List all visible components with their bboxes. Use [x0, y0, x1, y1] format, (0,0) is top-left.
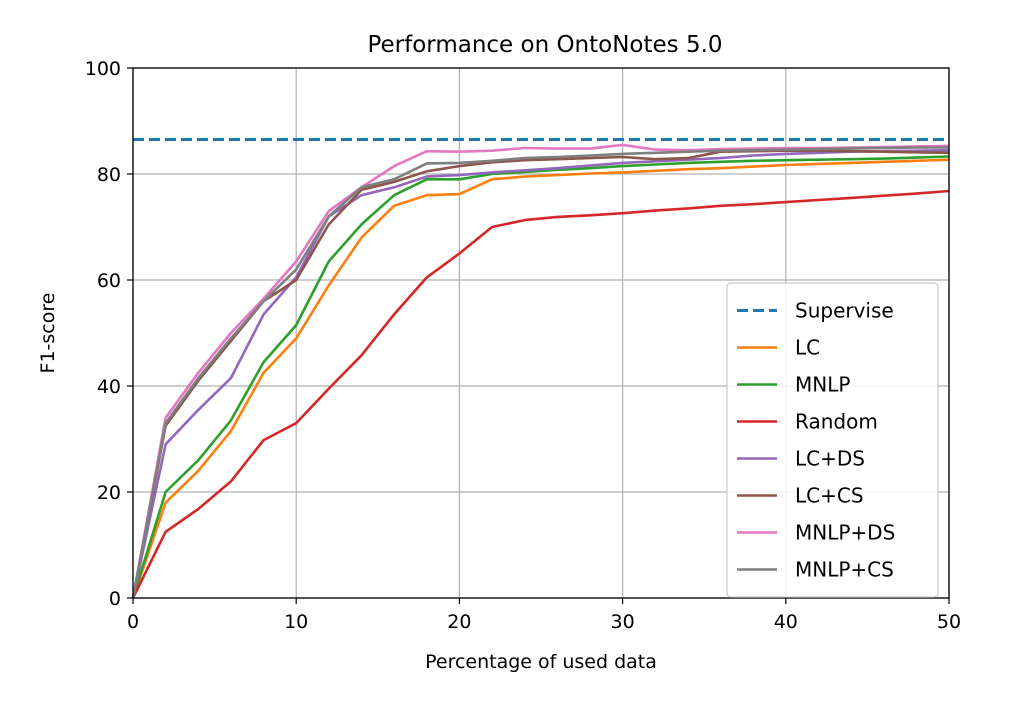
y-tick-label: 60 — [97, 270, 121, 292]
x-tick-label: 10 — [284, 611, 308, 633]
chart-title: Performance on OntoNotes 5.0 — [367, 32, 722, 58]
legend-box — [726, 282, 939, 598]
series-line-random — [131, 189, 950, 599]
legend-label: MNLP — [795, 373, 850, 397]
series-line-mnlp-cs — [131, 146, 949, 599]
legend-label: LC+DS — [795, 447, 865, 471]
x-axis-title: Percentage of used data — [425, 651, 657, 673]
y-tick-label: 80 — [97, 164, 121, 186]
series-line-lc-ds — [131, 148, 950, 599]
legend-label: LC — [795, 336, 820, 360]
y-axis-title: F1-score — [37, 293, 59, 374]
legend-label: Supervise — [795, 299, 894, 323]
y-tick-label: 40 — [97, 376, 121, 398]
legend-label: LC+CS — [795, 484, 864, 508]
x-tick-label: 40 — [774, 611, 798, 633]
series-layer — [131, 138, 950, 599]
y-tick-label: 20 — [97, 482, 121, 504]
x-tick-label: 50 — [937, 611, 961, 633]
series-line-mnlp — [131, 155, 950, 599]
x-tick-label: 20 — [447, 611, 471, 633]
x-tick-label: 0 — [127, 611, 139, 633]
x-tick-label: 30 — [611, 611, 635, 633]
legend-label: MNLP+DS — [795, 521, 895, 545]
plot-frame — [132, 67, 950, 599]
y-tick-label: 0 — [109, 588, 121, 610]
legend-label: Random — [795, 410, 878, 434]
legend-label: MNLP+CS — [795, 558, 894, 582]
ticks: 0 10 20 30 40 50 0 20 40 60 80 100 — [85, 58, 961, 633]
series-line-lc — [131, 158, 950, 599]
legend: Supervise LC MNLP Random LC+DS LC+CS MNLP+DS MN… — [726, 282, 939, 598]
y-tick-label: 100 — [85, 58, 121, 80]
